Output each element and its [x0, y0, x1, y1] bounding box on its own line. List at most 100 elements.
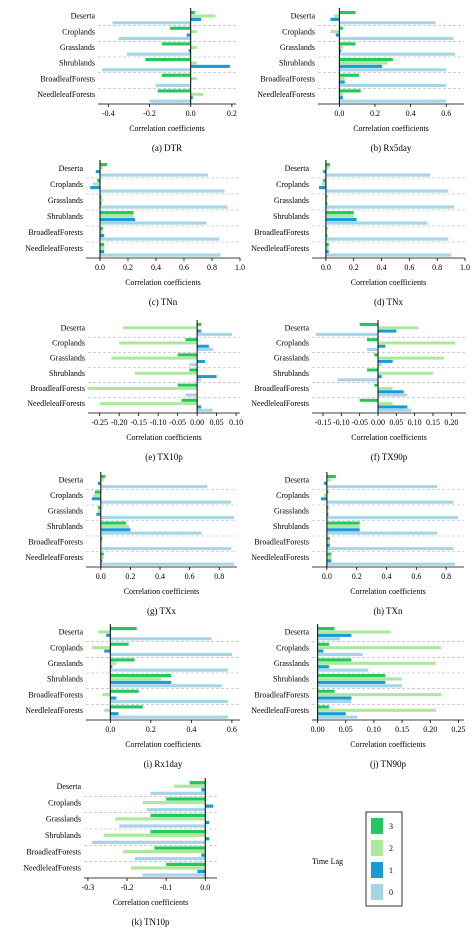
bar-i-3-lag1: [110, 680, 172, 684]
x-tick-label: 0.6: [185, 572, 195, 581]
bar-b-3-lag2: [339, 61, 388, 65]
category-label: Grasslands: [50, 354, 85, 363]
category-label: BroadleafForests: [254, 384, 309, 393]
bar-k-3-lag0: [91, 840, 206, 844]
bar-h-3-lag3: [326, 521, 360, 525]
x-tick-label: -0.15: [315, 418, 332, 427]
bar-e-4-lag0: [185, 393, 198, 397]
bar-i-4-lag1: [110, 696, 117, 700]
bar-j-0-lag0: [317, 637, 341, 641]
category-label: Deserta: [285, 164, 310, 173]
panel-c: Deserta Croplands Grasslands Shrublands Broa…: [25, 160, 245, 307]
legend-swatch-lag1: [371, 862, 383, 878]
x-tick-label: 0.10: [408, 418, 422, 427]
bar-h-4-lag3: [326, 537, 330, 541]
bar-g-3-lag0: [100, 531, 202, 535]
category-label: Deserta: [57, 782, 82, 791]
panel-g: Deserta Croplands Grasslands Shrublands Broa…: [25, 472, 237, 616]
category-label: NeedleleafForests: [23, 864, 81, 873]
bar-i-5-lag1: [110, 712, 119, 716]
bar-e-0-lag2: [123, 326, 198, 330]
category-label: Croplands: [50, 643, 83, 652]
category-label: Croplands: [276, 180, 309, 189]
bar-b-0-lag2: [334, 14, 340, 18]
bar-e-0-lag0: [197, 332, 233, 336]
bar-f-4-lag2: [378, 386, 393, 390]
x-axis-label: Correlation coefficients: [351, 278, 427, 287]
category-label: Grasslands: [274, 507, 309, 516]
x-axis-label: Correlation coefficients: [353, 124, 429, 133]
panel-caption: (i) Rx1day: [144, 759, 183, 769]
bar-a-5-lag1: [190, 96, 193, 100]
category-label: NeedleleafForests: [251, 553, 309, 562]
bar-d-0-lag2: [325, 166, 329, 170]
x-tick-label: 0.4: [186, 725, 196, 734]
bar-j-2-lag0: [317, 668, 369, 672]
bar-j-1-lag0: [317, 652, 363, 657]
x-tick-label: 0.2: [227, 109, 237, 118]
bar-i-4-lag3: [110, 689, 139, 693]
category-label: Deserta: [59, 164, 84, 173]
bar-f-3-lag0: [337, 378, 378, 382]
category-label: Croplands: [48, 798, 81, 807]
bar-k-0-lag3: [189, 781, 206, 785]
bar-c-2-lag3: [100, 195, 102, 199]
x-tick-label: -0.25: [91, 418, 108, 427]
bar-k-5-lag1: [197, 869, 206, 874]
x-tick-label: 0.00: [311, 725, 325, 734]
x-tick-label: 0.0: [321, 263, 331, 272]
bar-j-4-lag2: [317, 693, 442, 697]
bar-k-4-lag1: [201, 853, 206, 857]
x-tick-label: 0.00: [371, 418, 385, 427]
bar-g-5-lag1: [100, 559, 103, 563]
bar-a-2-lag3: [161, 42, 191, 46]
bar-f-5-lag2: [378, 402, 393, 406]
bar-c-5-lag2: [100, 246, 105, 250]
bar-c-2-lag1: [100, 202, 102, 206]
bar-f-1-lag1: [378, 344, 386, 348]
bar-j-3-lag2: [317, 677, 403, 681]
panel-caption: (a) DTR: [152, 143, 182, 153]
bar-e-5-lag3: [181, 398, 198, 402]
category-label: Deserta: [285, 476, 310, 485]
bar-c-0-lag3: [100, 163, 107, 167]
x-tick-label: 0.4: [406, 109, 416, 118]
x-tick-label: -0.10: [150, 418, 167, 427]
x-tick-label: 0.2: [349, 263, 359, 272]
bar-k-3-lag3: [150, 830, 206, 834]
category-label: Shrublands: [47, 675, 83, 684]
bar-d-1-lag0: [325, 189, 449, 193]
bar-b-2-lag2: [339, 45, 343, 49]
panel-caption: (g) TXx: [147, 606, 177, 616]
bar-f-0-lag2: [378, 326, 419, 330]
x-tick-label: 0.2: [352, 572, 362, 581]
x-tick-label: -0.2: [121, 883, 134, 892]
bar-f-1-lag0: [367, 348, 378, 352]
x-tick-label: -0.3: [82, 883, 95, 892]
bar-d-2-lag1: [325, 202, 328, 206]
bar-f-0-lag0: [315, 332, 378, 336]
bar-j-5-lag2: [317, 708, 436, 712]
bar-g-2-lag1: [96, 512, 101, 516]
bar-f-5-lag3: [359, 398, 378, 402]
panel-d: Deserta Croplands Grasslands Shrublands Broa…: [251, 160, 470, 307]
x-axis-label: Correlation coefficients: [129, 124, 205, 133]
category-label: BroadleafForests: [28, 690, 83, 699]
bar-e-5-lag1: [197, 405, 202, 409]
bar-k-2-lag0: [119, 824, 206, 828]
x-tick-label: 0.05: [339, 725, 353, 734]
bar-c-2-lag0: [100, 205, 228, 209]
bar-d-3-lag2: [325, 214, 354, 218]
category-label: NeedleleafForests: [25, 244, 83, 253]
bar-g-4-lag2: [100, 540, 103, 544]
bar-j-2-lag2: [317, 661, 436, 665]
x-tick-label: 0.4: [155, 572, 165, 581]
x-tick-label: 0.2: [370, 109, 380, 118]
category-label: Croplands: [52, 339, 85, 348]
category-label: NeedleleafForests: [25, 553, 83, 562]
category-label: BroadleafForests: [254, 228, 309, 237]
x-tick-label: 0.20: [444, 418, 458, 427]
bar-h-1-lag2: [323, 493, 327, 497]
bar-a-4-lag2: [190, 77, 197, 81]
